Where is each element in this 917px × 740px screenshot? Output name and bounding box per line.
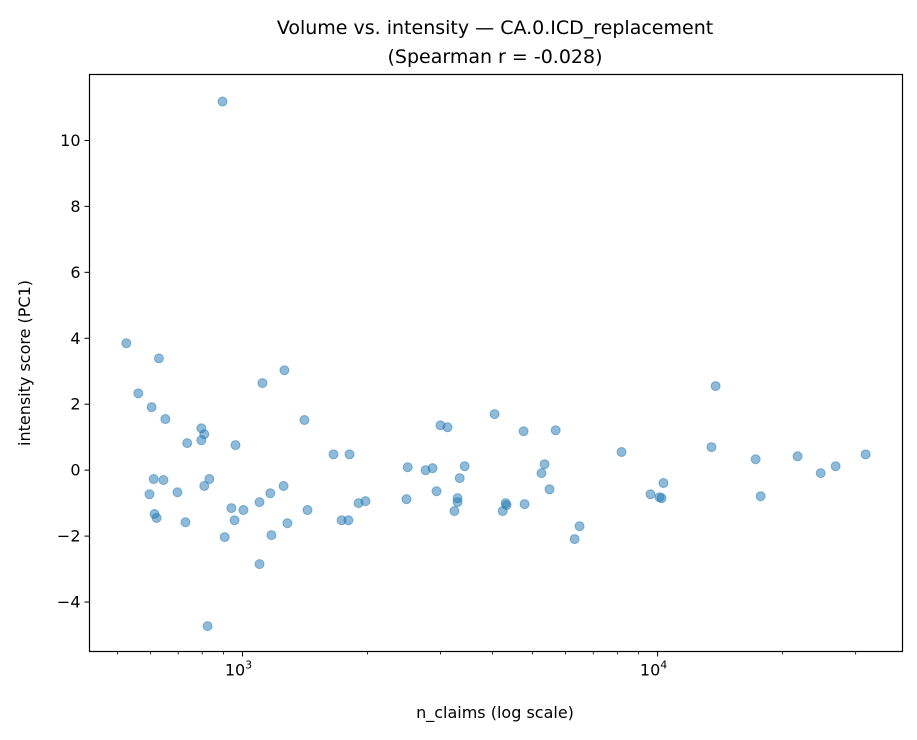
y-tick-label: 6 xyxy=(70,263,80,282)
data-point xyxy=(706,442,717,453)
data-point xyxy=(238,505,249,516)
data-point xyxy=(449,506,460,517)
data-point xyxy=(180,517,191,528)
data-point xyxy=(344,449,355,460)
y-axis-label: intensity score (PC1) xyxy=(15,280,34,446)
data-point xyxy=(519,499,530,510)
data-point xyxy=(121,338,132,349)
data-point xyxy=(442,422,453,433)
y-axis: −4 −2 0 2 4 6 8 10 xyxy=(57,131,90,612)
data-point xyxy=(489,409,500,420)
data-point xyxy=(254,559,265,570)
data-point xyxy=(401,494,412,505)
y-tick-label: 2 xyxy=(70,395,80,414)
data-point xyxy=(144,489,155,500)
y-tick-label: 4 xyxy=(70,329,80,348)
y-tick-label: 10 xyxy=(60,131,80,150)
data-point xyxy=(229,515,240,526)
data-point xyxy=(360,496,371,507)
data-point xyxy=(182,438,193,449)
data-point xyxy=(518,426,529,437)
data-point xyxy=(550,425,561,436)
data-point xyxy=(204,474,215,485)
chart-title: Volume vs. intensity — CA.0.ICD_replacem… xyxy=(277,17,713,39)
data-point xyxy=(148,474,159,485)
data-point xyxy=(299,415,310,426)
y-tick-label: −2 xyxy=(57,527,81,546)
data-point xyxy=(569,534,580,545)
data-point xyxy=(431,486,442,497)
data-point xyxy=(202,621,213,632)
y-tick-label: 8 xyxy=(70,197,80,216)
data-point xyxy=(427,463,438,474)
data-point xyxy=(792,451,803,462)
data-point xyxy=(658,478,669,489)
data-point xyxy=(160,414,171,425)
chart-subtitle: (Spearman r = -0.028) xyxy=(387,46,602,68)
data-point xyxy=(265,488,276,499)
plot-frame xyxy=(88,73,904,653)
x-tick-label: 103 xyxy=(225,659,252,680)
x-axis: 103 104 xyxy=(117,651,857,680)
data-point xyxy=(656,493,667,504)
data-point xyxy=(302,505,313,516)
data-point xyxy=(501,500,512,511)
data-point xyxy=(266,530,277,541)
data-point xyxy=(830,461,841,472)
data-point xyxy=(219,532,230,543)
data-point xyxy=(860,449,871,460)
data-point xyxy=(133,388,144,399)
data-point xyxy=(343,515,354,526)
data-point xyxy=(459,461,470,472)
data-point xyxy=(146,402,157,413)
data-point xyxy=(750,454,761,465)
data-point xyxy=(151,512,162,523)
y-tick-label: 0 xyxy=(70,461,80,480)
data-point xyxy=(328,449,339,460)
data-point xyxy=(217,96,228,107)
data-point xyxy=(172,487,183,498)
data-point xyxy=(452,497,463,508)
data-point xyxy=(536,468,547,479)
data-point xyxy=(254,497,265,508)
x-tick-label: 104 xyxy=(640,659,667,680)
x-axis-label: n_claims (log scale) xyxy=(416,703,574,723)
data-point xyxy=(196,435,207,446)
data-point xyxy=(815,468,826,479)
data-point xyxy=(454,473,465,484)
data-point xyxy=(402,462,413,473)
data-point xyxy=(645,489,656,500)
data-point xyxy=(279,365,290,376)
data-point xyxy=(158,475,169,486)
data-point xyxy=(755,491,766,502)
data-point xyxy=(226,503,237,514)
y-tick-label: −4 xyxy=(57,593,81,612)
data-point xyxy=(199,480,210,491)
data-point xyxy=(710,381,721,392)
data-point xyxy=(282,518,293,529)
data-point xyxy=(230,440,241,451)
data-point xyxy=(539,459,550,470)
data-point xyxy=(616,447,627,458)
data-point xyxy=(153,353,164,364)
data-point xyxy=(574,521,585,532)
points-layer xyxy=(121,96,871,632)
data-point xyxy=(544,484,555,495)
data-point xyxy=(278,480,289,491)
data-point xyxy=(257,378,268,389)
